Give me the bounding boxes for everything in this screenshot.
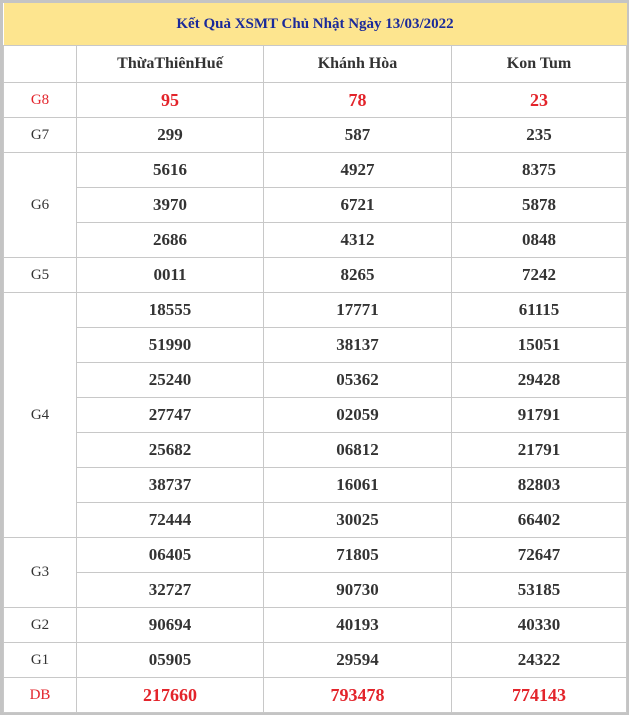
prize-label: G7 [3, 117, 77, 153]
result-number: 40193 [263, 607, 452, 643]
result-number: 0011 [76, 257, 264, 293]
result-number: 02059 [263, 397, 452, 433]
prize-row-g8: G8 95 78 23 [3, 82, 628, 118]
result-number: 27747 [76, 397, 264, 433]
prize-row-g4: 25682 06812 21791 [4, 432, 628, 468]
prize-row-g7: G7 299 587 235 [3, 117, 628, 153]
column-header: ThừaThiênHuế [76, 45, 264, 83]
result-number: 06405 [76, 537, 264, 573]
prize-row-g6: 2686 4312 0848 [4, 222, 628, 258]
prize-row-g1: G1 05905 29594 24322 [3, 642, 628, 678]
result-number: 72647 [450, 537, 628, 573]
result-number: 21791 [450, 432, 628, 468]
result-number: 95 [76, 82, 264, 118]
prize-row-g4: G4 18555 17771 61115 [3, 292, 628, 538]
result-number: 5878 [450, 187, 628, 223]
prize-label: G6 [3, 152, 77, 258]
result-number: 235 [450, 117, 628, 153]
prize-row-g3: 32727 90730 53185 [4, 572, 628, 608]
prize-row-g6: G6 5616 4927 8375 [3, 152, 628, 258]
prize-label: DB [3, 677, 77, 713]
result-number: 25240 [76, 362, 264, 398]
result-number: 90694 [76, 607, 264, 643]
prize-row-db: DB 217660 793478 774143 [3, 677, 628, 713]
prize-row-g4: 51990 38137 15051 [4, 327, 628, 363]
result-number: 0848 [450, 222, 628, 258]
result-number: 8375 [450, 152, 628, 188]
result-number: 17771 [263, 292, 452, 328]
result-number: 05905 [76, 642, 264, 678]
prize-row-g6: 3970 6721 5878 [4, 187, 628, 223]
prize-row-g3: G3 06405 71805 72647 [3, 537, 628, 608]
table-title: Kết Quả XSMT Chủ Nhật Ngày 13/03/2022 [3, 3, 627, 46]
result-number: 3970 [76, 187, 264, 223]
result-number: 4927 [263, 152, 452, 188]
result-number: 793478 [263, 677, 452, 713]
result-number: 66402 [450, 502, 628, 538]
result-number: 05362 [263, 362, 452, 398]
prize-label: G1 [3, 642, 77, 678]
result-number: 29428 [450, 362, 628, 398]
column-header: Kon Tum [450, 45, 628, 83]
result-number: 40330 [450, 607, 628, 643]
result-number: 774143 [450, 677, 628, 713]
result-number: 23 [450, 82, 628, 118]
result-number: 587 [263, 117, 452, 153]
result-number: 8265 [263, 257, 452, 293]
result-number: 51990 [76, 327, 264, 363]
result-number: 15051 [450, 327, 628, 363]
result-number: 61115 [450, 292, 628, 328]
result-number: 53185 [450, 572, 628, 608]
prize-label: G5 [3, 257, 77, 293]
prize-row-g2: G2 90694 40193 40330 [3, 607, 628, 643]
prize-row-g4: 27747 02059 91791 [4, 397, 628, 433]
prize-row-g4: 72444 30025 66402 [4, 502, 628, 538]
result-number: 71805 [263, 537, 452, 573]
result-number: 6721 [263, 187, 452, 223]
result-number: 217660 [76, 677, 264, 713]
result-number: 18555 [76, 292, 264, 328]
result-number: 32727 [76, 572, 264, 608]
header-blank [3, 45, 77, 83]
prize-label: G2 [3, 607, 77, 643]
result-number: 91791 [450, 397, 628, 433]
result-number: 30025 [263, 502, 452, 538]
result-number: 5616 [76, 152, 264, 188]
prize-label: G3 [3, 537, 77, 608]
result-number: 25682 [76, 432, 264, 468]
prize-row-g5: G5 0011 8265 7242 [3, 257, 628, 293]
result-number: 4312 [263, 222, 452, 258]
result-number: 299 [76, 117, 264, 153]
header-row: ThừaThiênHuế Khánh Hòa Kon Tum [3, 45, 628, 83]
prize-row-g4: 38737 16061 82803 [4, 467, 628, 503]
result-number: 7242 [450, 257, 628, 293]
result-number: 78 [263, 82, 452, 118]
results-table: Kết Quả XSMT Chủ Nhật Ngày 13/03/2022 Th… [3, 3, 628, 713]
prize-label: G4 [3, 292, 77, 538]
result-number: 16061 [263, 467, 452, 503]
result-number: 38137 [263, 327, 452, 363]
column-header: Khánh Hòa [263, 45, 452, 83]
prize-label: G8 [3, 82, 77, 118]
result-number: 90730 [263, 572, 452, 608]
result-number: 82803 [450, 467, 628, 503]
result-number: 06812 [263, 432, 452, 468]
prize-row-g4: 25240 05362 29428 [4, 362, 628, 398]
result-number: 72444 [76, 502, 264, 538]
result-number: 2686 [76, 222, 264, 258]
result-number: 24322 [450, 642, 628, 678]
result-number: 29594 [263, 642, 452, 678]
result-number: 38737 [76, 467, 264, 503]
